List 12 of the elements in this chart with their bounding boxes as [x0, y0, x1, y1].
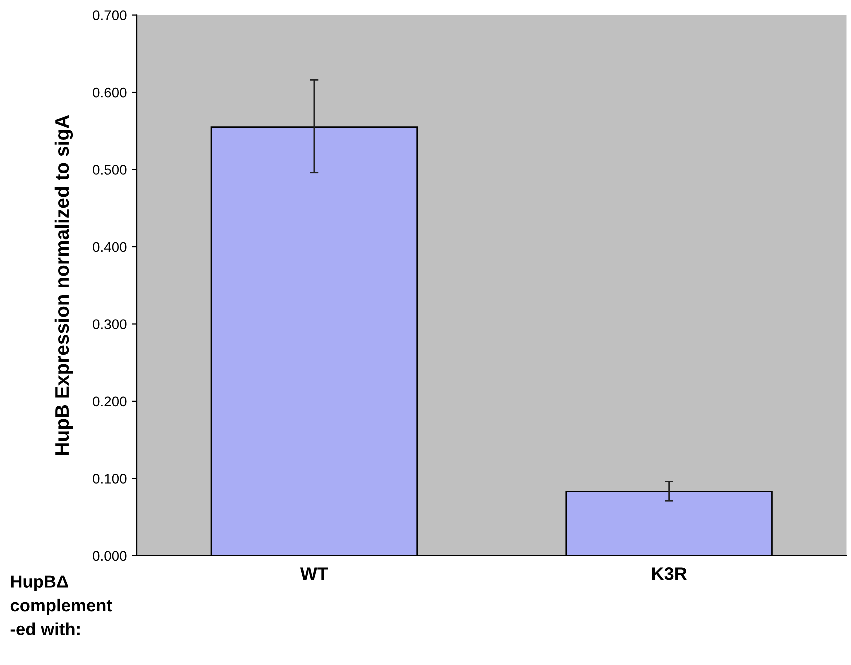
y-axis-title: HupB Expression normalized to sigA: [54, 115, 74, 456]
x-tick-label: K3R: [652, 568, 687, 580]
y-tick-label: 0.600: [93, 88, 127, 98]
y-tick-label: 0.300: [93, 320, 127, 330]
text: HupBΔ complement -ed with:: [10, 576, 112, 636]
y-tick-label: 0.000: [93, 551, 127, 562]
y-tick-label: 0.700: [93, 10, 127, 20]
y-tick-label: 0.200: [93, 396, 127, 407]
y-tick-label: 0.500: [93, 165, 127, 175]
x-tick-label: WT: [300, 568, 328, 580]
y-tick-label: 0.100: [93, 474, 127, 484]
y-tick-label: 0.400: [93, 242, 127, 252]
